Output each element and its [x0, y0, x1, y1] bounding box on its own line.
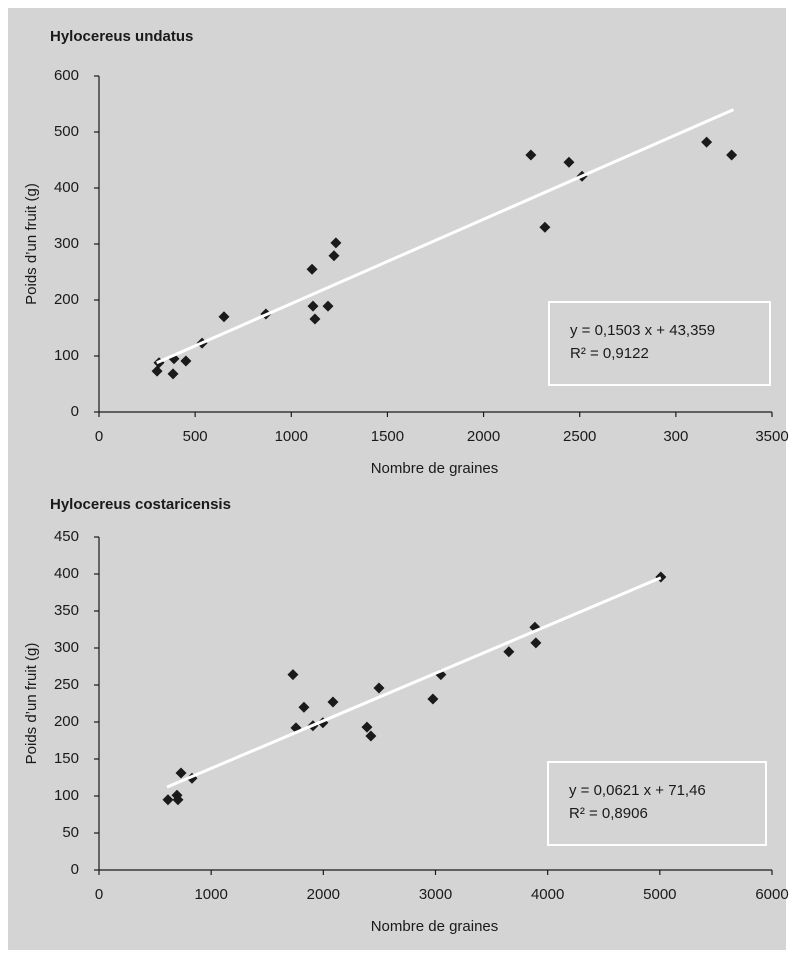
- point: [175, 767, 187, 779]
- x-tick-label: 500: [183, 428, 208, 445]
- point: [503, 646, 515, 658]
- trendline: [166, 576, 662, 789]
- y-tick-label: 100: [54, 347, 79, 364]
- point: [530, 637, 542, 649]
- trendline: [156, 108, 735, 365]
- x-tick-label: 3500: [755, 428, 788, 445]
- y-tick-label: 300: [54, 639, 79, 656]
- y-tick-label: 500: [54, 123, 79, 140]
- x-tick-label: 3000: [419, 886, 452, 903]
- y-tick-label: 400: [54, 565, 79, 582]
- annotation: y = 0,1503 x + 43,359: [570, 322, 715, 339]
- y-tick-label: 200: [54, 713, 79, 730]
- point: [373, 682, 385, 694]
- point: [287, 669, 299, 681]
- y-tick-label: 100: [54, 787, 79, 804]
- y-axis-title: Poids d’un fruit (g): [23, 183, 40, 305]
- y-tick-label: 250: [54, 676, 79, 693]
- point: [298, 701, 310, 713]
- point: [180, 355, 192, 367]
- y-tick-label: 350: [54, 602, 79, 619]
- point: [172, 794, 184, 806]
- annotation: R² = 0,9122: [570, 345, 649, 362]
- x-tick-label: 1000: [194, 886, 227, 903]
- point: [306, 263, 318, 275]
- y-tick-label: 0: [71, 861, 79, 878]
- point: [218, 311, 230, 323]
- x-tick-label: 300: [663, 428, 688, 445]
- point: [307, 300, 319, 312]
- point: [539, 221, 551, 233]
- point: [322, 300, 334, 312]
- point: [525, 149, 537, 161]
- point: [151, 365, 163, 377]
- x-tick-label: 2500: [563, 428, 596, 445]
- y-tick-label: 300: [54, 235, 79, 252]
- x-tick-label: 0: [95, 428, 103, 445]
- annotation: y = 0,0621 x + 71,46: [569, 782, 706, 799]
- x-tick-label: 4000: [531, 886, 564, 903]
- x-tick-label: 1500: [371, 428, 404, 445]
- point: [701, 136, 713, 148]
- y-tick-label: 50: [62, 824, 79, 841]
- point: [726, 149, 738, 161]
- y-tick-label: 200: [54, 291, 79, 308]
- point: [162, 794, 174, 806]
- point: [563, 156, 575, 168]
- annotation-box: [548, 301, 771, 386]
- point: [309, 313, 321, 325]
- x-axis-title: Nombre de graines: [371, 918, 499, 935]
- annotation-box: [547, 761, 767, 846]
- x-tick-label: 1000: [275, 428, 308, 445]
- annotation: R² = 0,8906: [569, 805, 648, 822]
- chart-title: Hylocereus undatus: [50, 28, 193, 45]
- y-tick-label: 400: [54, 179, 79, 196]
- x-tick-label: 5000: [643, 886, 676, 903]
- x-axis-title: Nombre de graines: [371, 460, 499, 477]
- y-tick-label: 0: [71, 403, 79, 420]
- y-tick-label: 600: [54, 67, 79, 84]
- point: [328, 250, 340, 262]
- point: [167, 368, 179, 380]
- x-tick-label: 0: [95, 886, 103, 903]
- y-axis-title: Poids d’un fruit (g): [23, 643, 40, 765]
- panel: [8, 8, 786, 950]
- y-tick-label: 450: [54, 528, 79, 545]
- y-tick-label: 150: [54, 750, 79, 767]
- point: [361, 721, 373, 733]
- point: [330, 237, 342, 249]
- x-tick-label: 6000: [755, 886, 788, 903]
- chart-title: Hylocereus costaricensis: [50, 496, 231, 513]
- point: [427, 693, 439, 705]
- point: [327, 696, 339, 708]
- point: [365, 730, 377, 742]
- x-tick-label: 2000: [467, 428, 500, 445]
- x-tick-label: 2000: [307, 886, 340, 903]
